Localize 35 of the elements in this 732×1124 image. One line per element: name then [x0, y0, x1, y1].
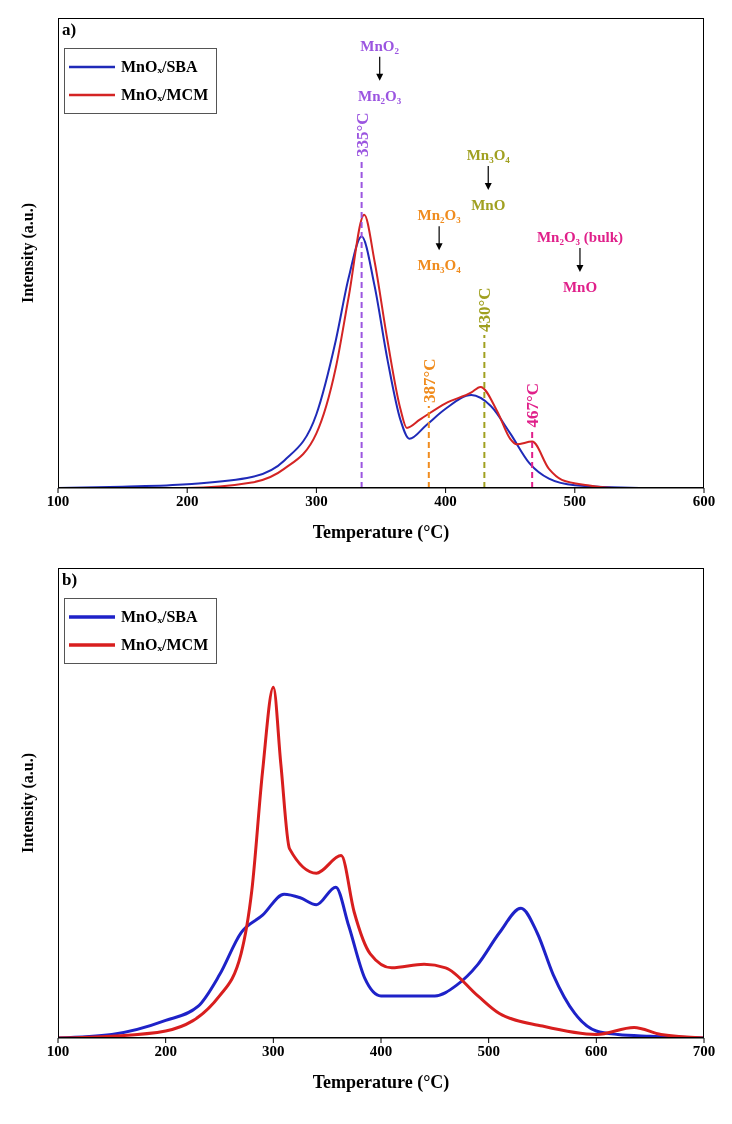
- x-tick-label: 300: [262, 1042, 285, 1059]
- y-axis-title: Intensity (a.u.): [19, 202, 37, 304]
- x-tick-label: 200: [175, 492, 199, 509]
- x-tick-label: 400: [369, 1042, 393, 1059]
- chart-title: b): [62, 570, 78, 590]
- x-tick-label: 500: [477, 1042, 500, 1059]
- ref-line-label: 467°C: [523, 383, 543, 428]
- annotation: MnO: [562, 279, 598, 296]
- x-tick-label: 600: [692, 492, 716, 509]
- x-tick-label: 400: [434, 492, 457, 509]
- text: Mn₂O₃: [358, 87, 402, 104]
- x-tick-label: 300: [305, 492, 328, 509]
- legend-label: MnOₓ/MCM: [121, 86, 209, 104]
- annotation: Mn₂O₃: [417, 207, 462, 224]
- ref-line-label: 335°C: [352, 112, 372, 158]
- chart-title: a): [62, 20, 77, 40]
- x-tick-label: 700: [692, 1042, 716, 1059]
- annotation: Mn₂O₃ (bulk): [536, 229, 624, 247]
- legend-label: MnOₓ/MCM: [121, 636, 209, 654]
- x-tick-label: 100: [46, 492, 70, 509]
- text: MnO: [471, 197, 506, 214]
- annotation: Mn₃O₄: [417, 257, 462, 274]
- x-axis-title: Temperature (°C): [312, 1072, 450, 1093]
- ref-line-label: 430°C: [475, 287, 495, 332]
- x-tick-label: 100: [46, 1042, 70, 1059]
- text: MnO₂: [360, 37, 400, 54]
- x-tick-label: 600: [585, 1042, 608, 1059]
- legend-label: MnOₓ/SBA: [121, 608, 198, 626]
- y-axis-title: Intensity (a.u.): [19, 752, 37, 854]
- x-tick-label: 500: [563, 492, 587, 509]
- x-axis-title: Temperature (°C): [312, 522, 450, 543]
- x-tick-label: 200: [154, 1042, 177, 1059]
- text: Mn₃O₄: [466, 147, 511, 164]
- legend-label: MnOₓ/SBA: [121, 58, 198, 76]
- ref-line-label: 387°C: [419, 358, 439, 404]
